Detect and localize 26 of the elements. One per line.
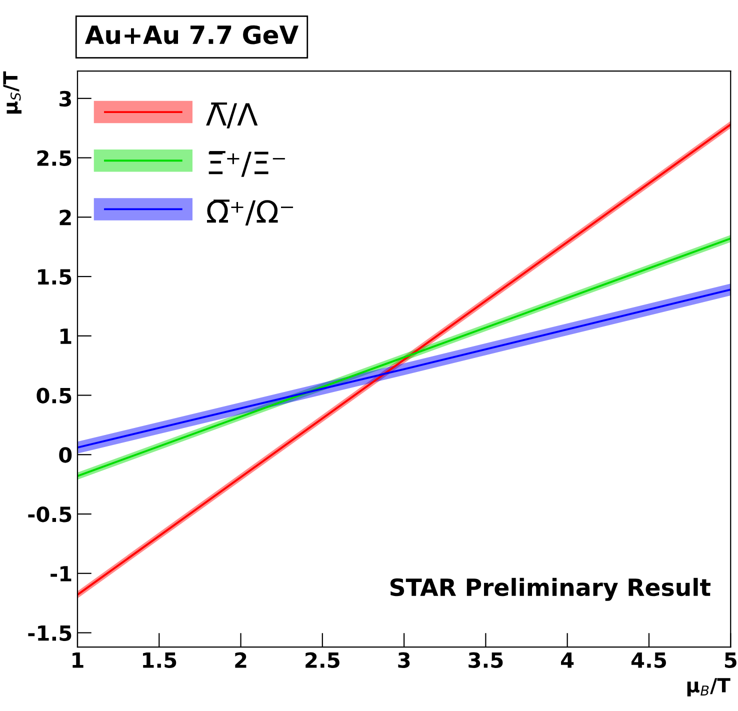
legend-label: Λ̅/Λ (206, 102, 258, 128)
x-tick-label: 3.5 (468, 652, 503, 668)
legend-label: Ω̅⁺/Ω⁻ (206, 200, 294, 226)
y-tick-label: -1.5 (28, 625, 72, 641)
x-tick-label: 1 (72, 652, 84, 668)
x-tick-label: 4.5 (631, 652, 666, 668)
x-tick-label: 2 (235, 652, 246, 668)
annotation: STAR Preliminary Result (390, 578, 710, 601)
y-tick-label: 1 (60, 328, 72, 344)
y-axis-title: μ$_{S}$/T (3, 71, 22, 114)
x-tick-label: 4 (561, 652, 574, 668)
x-tick-label: 5 (724, 652, 736, 668)
y-tick-label: 1.5 (38, 269, 72, 285)
y-tick-label: 0.5 (36, 388, 72, 404)
chart-title: Au+Au 7.7 GeV (84, 25, 299, 44)
y-tick-label: -1 (50, 566, 72, 582)
y-tick-label: 2.5 (37, 150, 72, 166)
x-axis-title: μ$_{B}$/T (687, 678, 730, 696)
x-tick-label: 2.5 (306, 652, 340, 668)
y-tick-label: 0 (59, 447, 72, 463)
x-tick-label: 1.5 (143, 652, 176, 668)
legend-label: Ξ̅⁺/Ξ⁻ (208, 151, 285, 177)
y-tick-label: 2 (60, 210, 71, 226)
y-tick-label: -0.5 (28, 506, 72, 522)
y-tick-label: 3 (60, 90, 71, 107)
x-tick-label: 3 (398, 652, 410, 668)
